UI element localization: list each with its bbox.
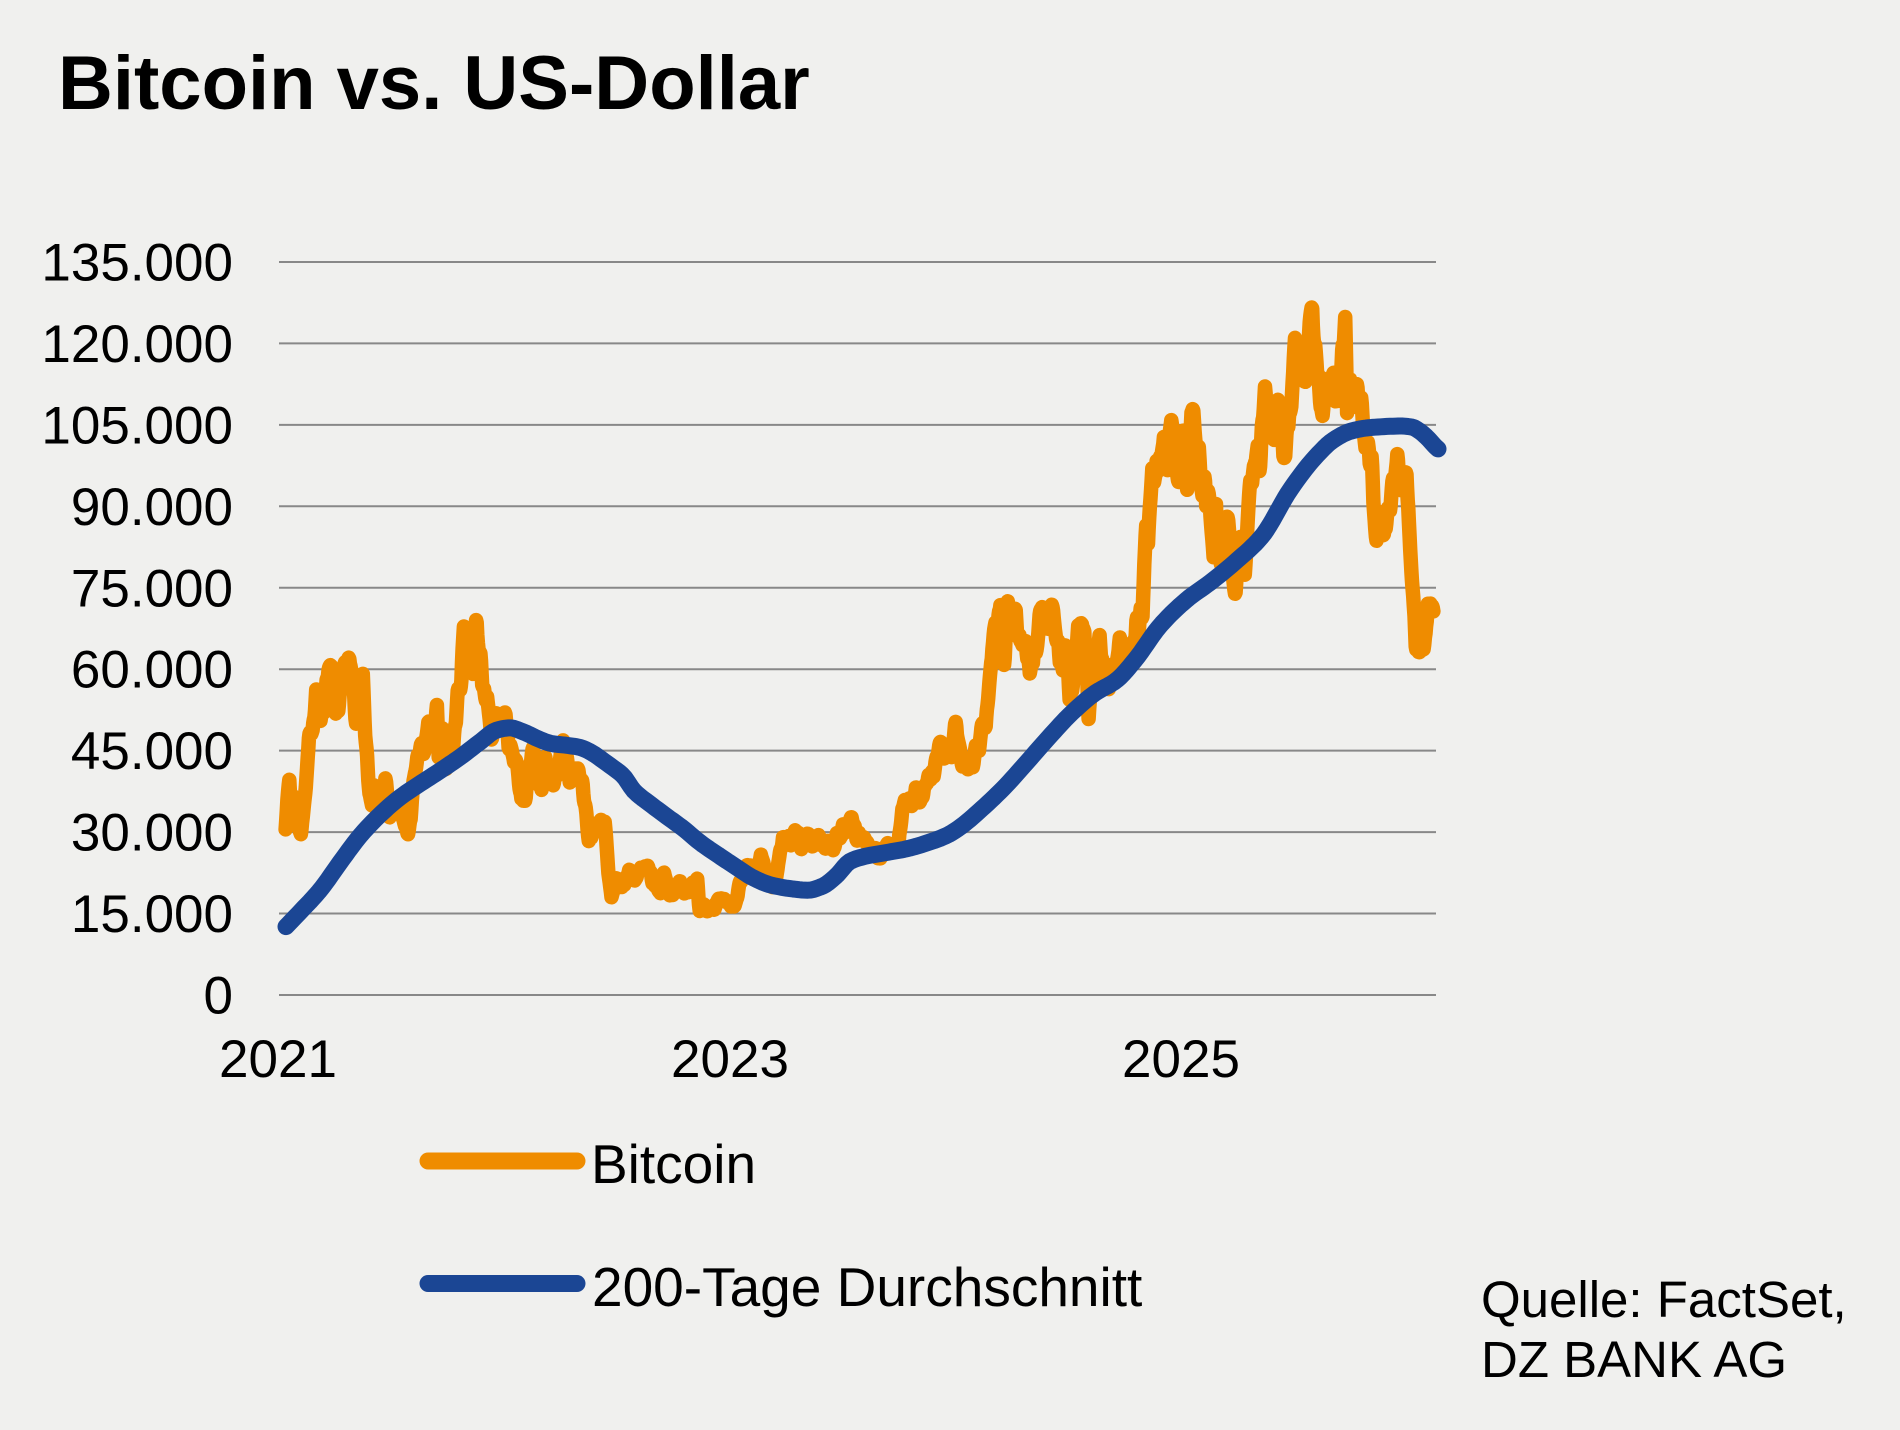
svg-text:0: 0 [204, 967, 233, 1026]
svg-text:75.000: 75.000 [71, 559, 233, 618]
svg-text:15.000: 15.000 [71, 885, 233, 944]
svg-text:45.000: 45.000 [71, 722, 233, 781]
svg-text:90.000: 90.000 [71, 478, 233, 537]
svg-text:Quelle: FactSet,: Quelle: FactSet, [1481, 1271, 1847, 1328]
svg-text:120.000: 120.000 [41, 315, 233, 374]
svg-text:Bitcoin: Bitcoin [591, 1133, 756, 1195]
svg-text:200-Tage Durchschnitt: 200-Tage Durchschnitt [592, 1256, 1142, 1318]
svg-text:2021: 2021 [219, 1030, 337, 1089]
svg-text:2023: 2023 [671, 1030, 789, 1089]
svg-text:2025: 2025 [1122, 1030, 1240, 1089]
svg-text:30.000: 30.000 [71, 804, 233, 863]
svg-text:DZ BANK AG: DZ BANK AG [1481, 1331, 1787, 1388]
svg-text:135.000: 135.000 [41, 234, 233, 293]
svg-text:105.000: 105.000 [41, 396, 233, 455]
svg-text:60.000: 60.000 [71, 641, 233, 700]
svg-text:Bitcoin vs. US-Dollar: Bitcoin vs. US-Dollar [58, 41, 810, 126]
